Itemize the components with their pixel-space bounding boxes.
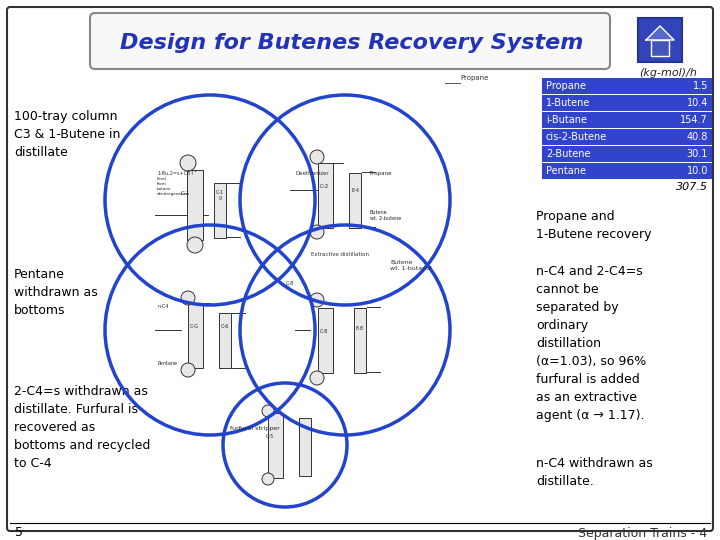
Text: Propane: Propane [546, 81, 586, 91]
Text: C-1
0: C-1 0 [216, 190, 224, 201]
Circle shape [181, 291, 195, 305]
Text: 10.4: 10.4 [687, 98, 708, 108]
Bar [187, 170, 203, 240]
Text: Extractive distillation: Extractive distillation [311, 252, 369, 257]
Bar [299, 418, 311, 476]
Circle shape [181, 363, 195, 377]
Text: C-1: C-1 [181, 191, 189, 196]
Circle shape [310, 371, 324, 385]
Text: E-4: E-4 [351, 188, 359, 193]
Text: C-2: C-2 [320, 184, 328, 189]
Bar [187, 302, 202, 368]
Circle shape [310, 150, 324, 164]
Text: furfural stripper: furfural stripper [230, 426, 280, 431]
Bar [542, 112, 712, 128]
Circle shape [180, 155, 196, 171]
Bar [214, 183, 226, 238]
Circle shape [310, 293, 324, 307]
Text: 40.8: 40.8 [687, 132, 708, 142]
Text: Pentane: Pentane [157, 361, 177, 366]
Text: C-6: C-6 [221, 324, 229, 329]
Text: n-C4: n-C4 [157, 304, 168, 309]
FancyBboxPatch shape [90, 13, 610, 69]
Bar [318, 163, 333, 227]
Bar [542, 129, 712, 145]
Text: 307.5: 307.5 [676, 182, 708, 192]
Text: 154.7: 154.7 [680, 115, 708, 125]
Text: Feed
from
butane
denitrogenation: Feed from butane denitrogenation [157, 177, 190, 196]
Text: Butene
wt. 1-butanol: Butene wt. 1-butanol [390, 260, 432, 271]
Text: 10.0: 10.0 [687, 166, 708, 176]
FancyBboxPatch shape [638, 18, 682, 62]
Text: cis-2-Butene: cis-2-Butene [546, 132, 607, 142]
Bar [318, 307, 333, 373]
Bar [268, 413, 282, 477]
Text: 1.5: 1.5 [693, 81, 708, 91]
Text: Deethanizer: Deethanizer [295, 171, 328, 176]
Text: 1-Bu,2=s+C3↑: 1-Bu,2=s+C3↑ [157, 171, 194, 176]
Circle shape [310, 225, 324, 239]
Text: C-8: C-8 [286, 281, 294, 286]
Bar [542, 78, 712, 94]
Text: C-G: C-G [189, 324, 199, 329]
Bar [542, 95, 712, 111]
Text: Pentane
withdrawn as
bottoms: Pentane withdrawn as bottoms [14, 268, 98, 317]
FancyBboxPatch shape [7, 7, 713, 531]
Text: (kg-mol)/h: (kg-mol)/h [639, 68, 697, 78]
Text: C-8: C-8 [320, 329, 328, 334]
Text: Propane: Propane [370, 171, 392, 176]
Circle shape [187, 237, 203, 253]
Text: E-8: E-8 [356, 326, 364, 331]
Circle shape [262, 405, 274, 417]
Polygon shape [646, 26, 674, 40]
Text: Design for Butenes Recovery System: Design for Butenes Recovery System [120, 33, 584, 53]
Text: 2-C4=s withdrawn as
distillate. Furfural is
recovered as
bottoms and recycled
to: 2-C4=s withdrawn as distillate. Furfural… [14, 385, 150, 470]
Bar [354, 307, 366, 373]
Circle shape [262, 473, 274, 485]
Bar [349, 172, 361, 227]
Text: n-C4 and 2-C4=s
cannot be
separated by
ordinary
distillation
(α=1.03), so 96%
fu: n-C4 and 2-C4=s cannot be separated by o… [536, 265, 647, 422]
Text: 2-Butene: 2-Butene [546, 149, 590, 159]
Text: 1-Butene: 1-Butene [546, 98, 590, 108]
Text: i-Butane: i-Butane [546, 115, 587, 125]
Text: Butene
wt. 2-butene: Butene wt. 2-butene [370, 210, 401, 221]
Text: n-C4 withdrawn as
distillate.: n-C4 withdrawn as distillate. [536, 457, 653, 488]
Text: 30.1: 30.1 [687, 149, 708, 159]
Bar [651, 40, 669, 56]
Text: Pentane: Pentane [546, 166, 586, 176]
Bar [219, 313, 231, 368]
Text: Separation Trains - 4: Separation Trains - 4 [578, 526, 707, 539]
Text: Propane and
1-Butene recovery: Propane and 1-Butene recovery [536, 210, 652, 241]
Text: 5: 5 [15, 526, 23, 539]
Text: Propane: Propane [460, 75, 488, 81]
Bar [542, 146, 712, 162]
Text: C-5: C-5 [266, 434, 274, 439]
Text: 100-tray column
C3 & 1-Butene in
distillate: 100-tray column C3 & 1-Butene in distill… [14, 110, 120, 159]
Bar [542, 163, 712, 179]
